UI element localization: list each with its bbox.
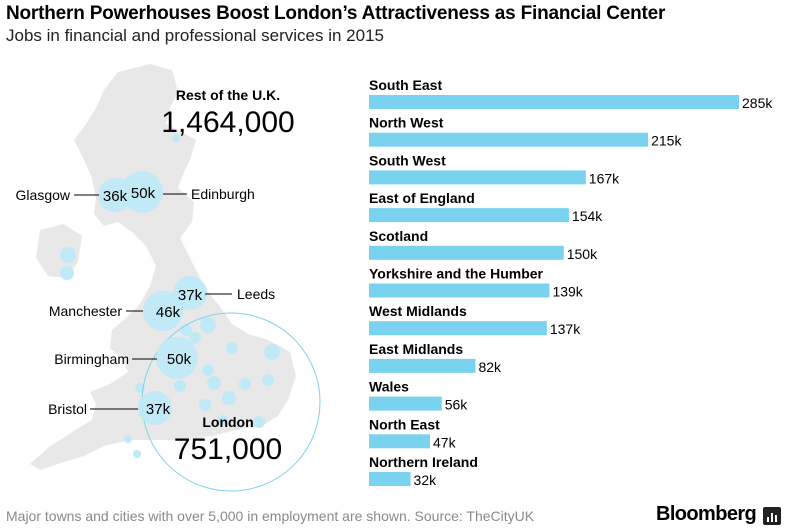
town-bubble <box>180 324 192 336</box>
great-britain-shape <box>30 64 296 470</box>
bar-value-label: 285k <box>742 95 773 111</box>
town-bubble <box>199 399 211 411</box>
bar <box>369 208 569 223</box>
edinburgh-label: Edinburgh <box>191 186 255 202</box>
manchester-bubble <box>143 291 183 331</box>
manchester-label: Manchester <box>49 303 122 319</box>
source-note: Major towns and cities with over 5,000 i… <box>6 508 535 524</box>
bar <box>369 95 739 109</box>
bar-value-label: 47k <box>433 434 457 450</box>
bar-value-label: 32k <box>414 472 438 488</box>
chart-subtitle: Jobs in financial and professional servi… <box>6 26 385 45</box>
london-label: London <box>202 414 253 430</box>
town-bubble <box>189 332 201 344</box>
bar-category-label: North East <box>369 416 440 432</box>
bristol-bubble <box>138 391 172 425</box>
bar <box>369 396 442 411</box>
rest-of-uk-label: Rest of the U.K. <box>176 87 280 103</box>
bar-value-label: 215k <box>651 133 682 149</box>
bar-value-label: 82k <box>478 359 502 375</box>
bar-category-label: Scotland <box>369 228 428 244</box>
bar <box>369 358 476 373</box>
bar-value-label: 154k <box>572 208 603 224</box>
bristol-label: Bristol <box>48 401 87 417</box>
bar-chart: South East 285k North West 215k South West 16… <box>369 77 773 488</box>
bloomberg-logo: Bloomberg <box>656 503 757 525</box>
northern-ireland-shape <box>36 224 82 278</box>
bar <box>369 245 564 260</box>
bar-value-label: 56k <box>445 397 469 413</box>
birmingham-label: Birmingham <box>54 351 129 367</box>
town-bubble <box>60 266 74 280</box>
rest-of-uk-value: 1,464,000 <box>161 106 294 139</box>
bar-category-label: East of England <box>369 190 475 206</box>
bar-category-label: Yorkshire and the Humber <box>369 266 544 282</box>
edinburgh-bubble <box>121 171 163 213</box>
bar <box>369 321 547 336</box>
town-bubble <box>202 364 214 376</box>
town-bubble <box>218 415 228 425</box>
bar-value-label: 150k <box>567 246 598 262</box>
bar-category-label: North West <box>369 115 444 131</box>
town-bubble <box>207 376 221 390</box>
town-bubble <box>133 450 141 458</box>
bar-value-label: 139k <box>552 284 583 300</box>
leeds-value: 37k <box>178 287 203 304</box>
bar <box>369 434 431 449</box>
bar-category-label: East Midlands <box>369 341 463 357</box>
bristol-value: 37k <box>146 401 171 418</box>
town-bubble <box>60 247 76 263</box>
birmingham-bubble <box>156 337 198 379</box>
chart-title: Northern Powerhouses Boost London’s Attr… <box>6 3 666 24</box>
town-bubble <box>226 342 238 354</box>
glasgow-label: Glasgow <box>16 187 71 203</box>
uk-map: 36k 50k 37k 46k 50k 37k Glasgow Edinburg… <box>16 64 321 492</box>
leader-lines <box>74 193 232 410</box>
town-bubble <box>124 435 132 443</box>
glasgow-value: 36k <box>103 188 128 205</box>
leeds-bubble <box>173 276 207 310</box>
town-bubble <box>200 317 216 333</box>
bar-value-label: 167k <box>589 170 620 186</box>
bar <box>369 283 550 298</box>
bar-value-label: 137k <box>550 321 581 337</box>
city-bubbles <box>98 171 207 425</box>
town-bubble <box>239 378 251 390</box>
town-bubble <box>174 380 186 392</box>
town-bubbles <box>60 134 280 458</box>
leeds-label: Leeds <box>237 286 275 302</box>
town-bubble <box>222 391 236 405</box>
town-bubble <box>262 374 274 386</box>
town-bubble <box>253 416 265 428</box>
bar-category-label: West Midlands <box>369 303 467 319</box>
bar-category-label: Northern Ireland <box>369 454 478 470</box>
london-value: 751,000 <box>174 433 282 466</box>
bloomberg-chart-icon <box>763 507 781 525</box>
birmingham-value: 50k <box>167 351 192 368</box>
town-bubble <box>264 344 280 360</box>
bar <box>369 472 411 486</box>
town-bubble <box>172 134 180 142</box>
manchester-value: 46k <box>156 304 181 321</box>
edinburgh-value: 50k <box>131 185 156 202</box>
bar-category-label: Wales <box>369 379 409 395</box>
bar-category-label: South West <box>369 152 446 168</box>
bar <box>369 132 649 147</box>
bar-category-label: South East <box>369 77 442 93</box>
bar <box>369 170 586 185</box>
